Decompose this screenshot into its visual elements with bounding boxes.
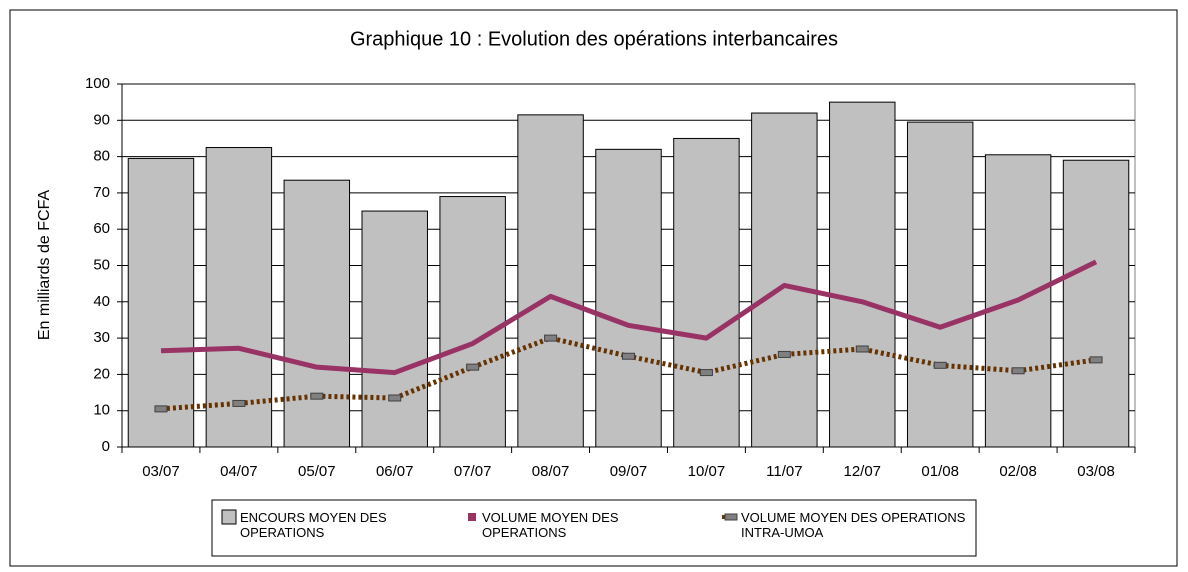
y-tick-label: 0 <box>102 438 110 455</box>
bar <box>751 112 818 448</box>
y-tick-label: 90 <box>93 111 110 128</box>
x-tick-label: 08/07 <box>532 463 570 480</box>
bar <box>595 148 662 448</box>
bar <box>829 101 896 448</box>
legend-swatch <box>468 513 476 521</box>
marker <box>699 369 713 377</box>
x-tick-label: 04/07 <box>220 463 258 480</box>
marker <box>232 399 246 407</box>
x-tick-label: 03/08 <box>1077 463 1115 480</box>
legend-marker <box>724 513 738 521</box>
x-tick-label: 06/07 <box>376 463 414 480</box>
marker <box>466 363 480 371</box>
x-tick-label: 12/07 <box>843 463 881 480</box>
y-tick-label: 80 <box>93 148 110 165</box>
bar <box>205 147 273 448</box>
y-tick-label: 50 <box>93 256 110 273</box>
y-tick-label: 100 <box>85 75 110 92</box>
marker <box>154 405 168 413</box>
legend-label: VOLUME MOYEN DES OPERATIONS INTRA-UMOA <box>741 510 966 540</box>
marker <box>544 334 558 342</box>
legend-swatch <box>221 509 237 525</box>
y-axis-label: En milliards de FCFA <box>36 190 53 341</box>
bar <box>283 179 351 448</box>
chart-title: Graphique 10 : Evolution des opérations … <box>350 28 838 50</box>
y-tick-label: 20 <box>93 365 110 382</box>
bar <box>127 157 195 448</box>
marker <box>777 350 791 358</box>
marker <box>1011 367 1025 375</box>
legend-box <box>211 499 977 557</box>
x-tick-label: 03/07 <box>142 463 180 480</box>
x-tick-label: 11/07 <box>766 463 802 480</box>
bar <box>361 210 428 448</box>
bar <box>517 114 584 448</box>
x-tick-label: 09/07 <box>610 463 648 480</box>
line <box>160 259 1098 376</box>
legend-label: VOLUME MOYEN DES OPERATIONS <box>482 510 619 540</box>
x-tick-label: 05/07 <box>298 463 336 480</box>
y-tick-label: 40 <box>93 293 110 310</box>
bar <box>1062 159 1130 448</box>
x-tick-label: 07/07 <box>454 463 492 480</box>
marker <box>933 361 947 369</box>
x-tick-label: 10/07 <box>688 463 726 480</box>
marker <box>622 352 635 360</box>
x-tick-label: 02/08 <box>999 463 1037 480</box>
legend-label: ENCOURS MOYEN DES OPERATIONS <box>240 510 387 540</box>
bar <box>906 121 974 448</box>
y-tick-label: 60 <box>93 220 110 237</box>
bar <box>673 137 740 448</box>
marker <box>388 394 402 402</box>
y-tick-label: 70 <box>93 184 110 201</box>
marker <box>855 345 869 353</box>
y-tick-label: 30 <box>93 329 110 346</box>
marker <box>1089 356 1103 364</box>
bar <box>439 196 506 448</box>
marker <box>310 392 324 400</box>
y-tick-label: 10 <box>93 402 110 419</box>
x-tick-label: 01/08 <box>921 463 959 480</box>
